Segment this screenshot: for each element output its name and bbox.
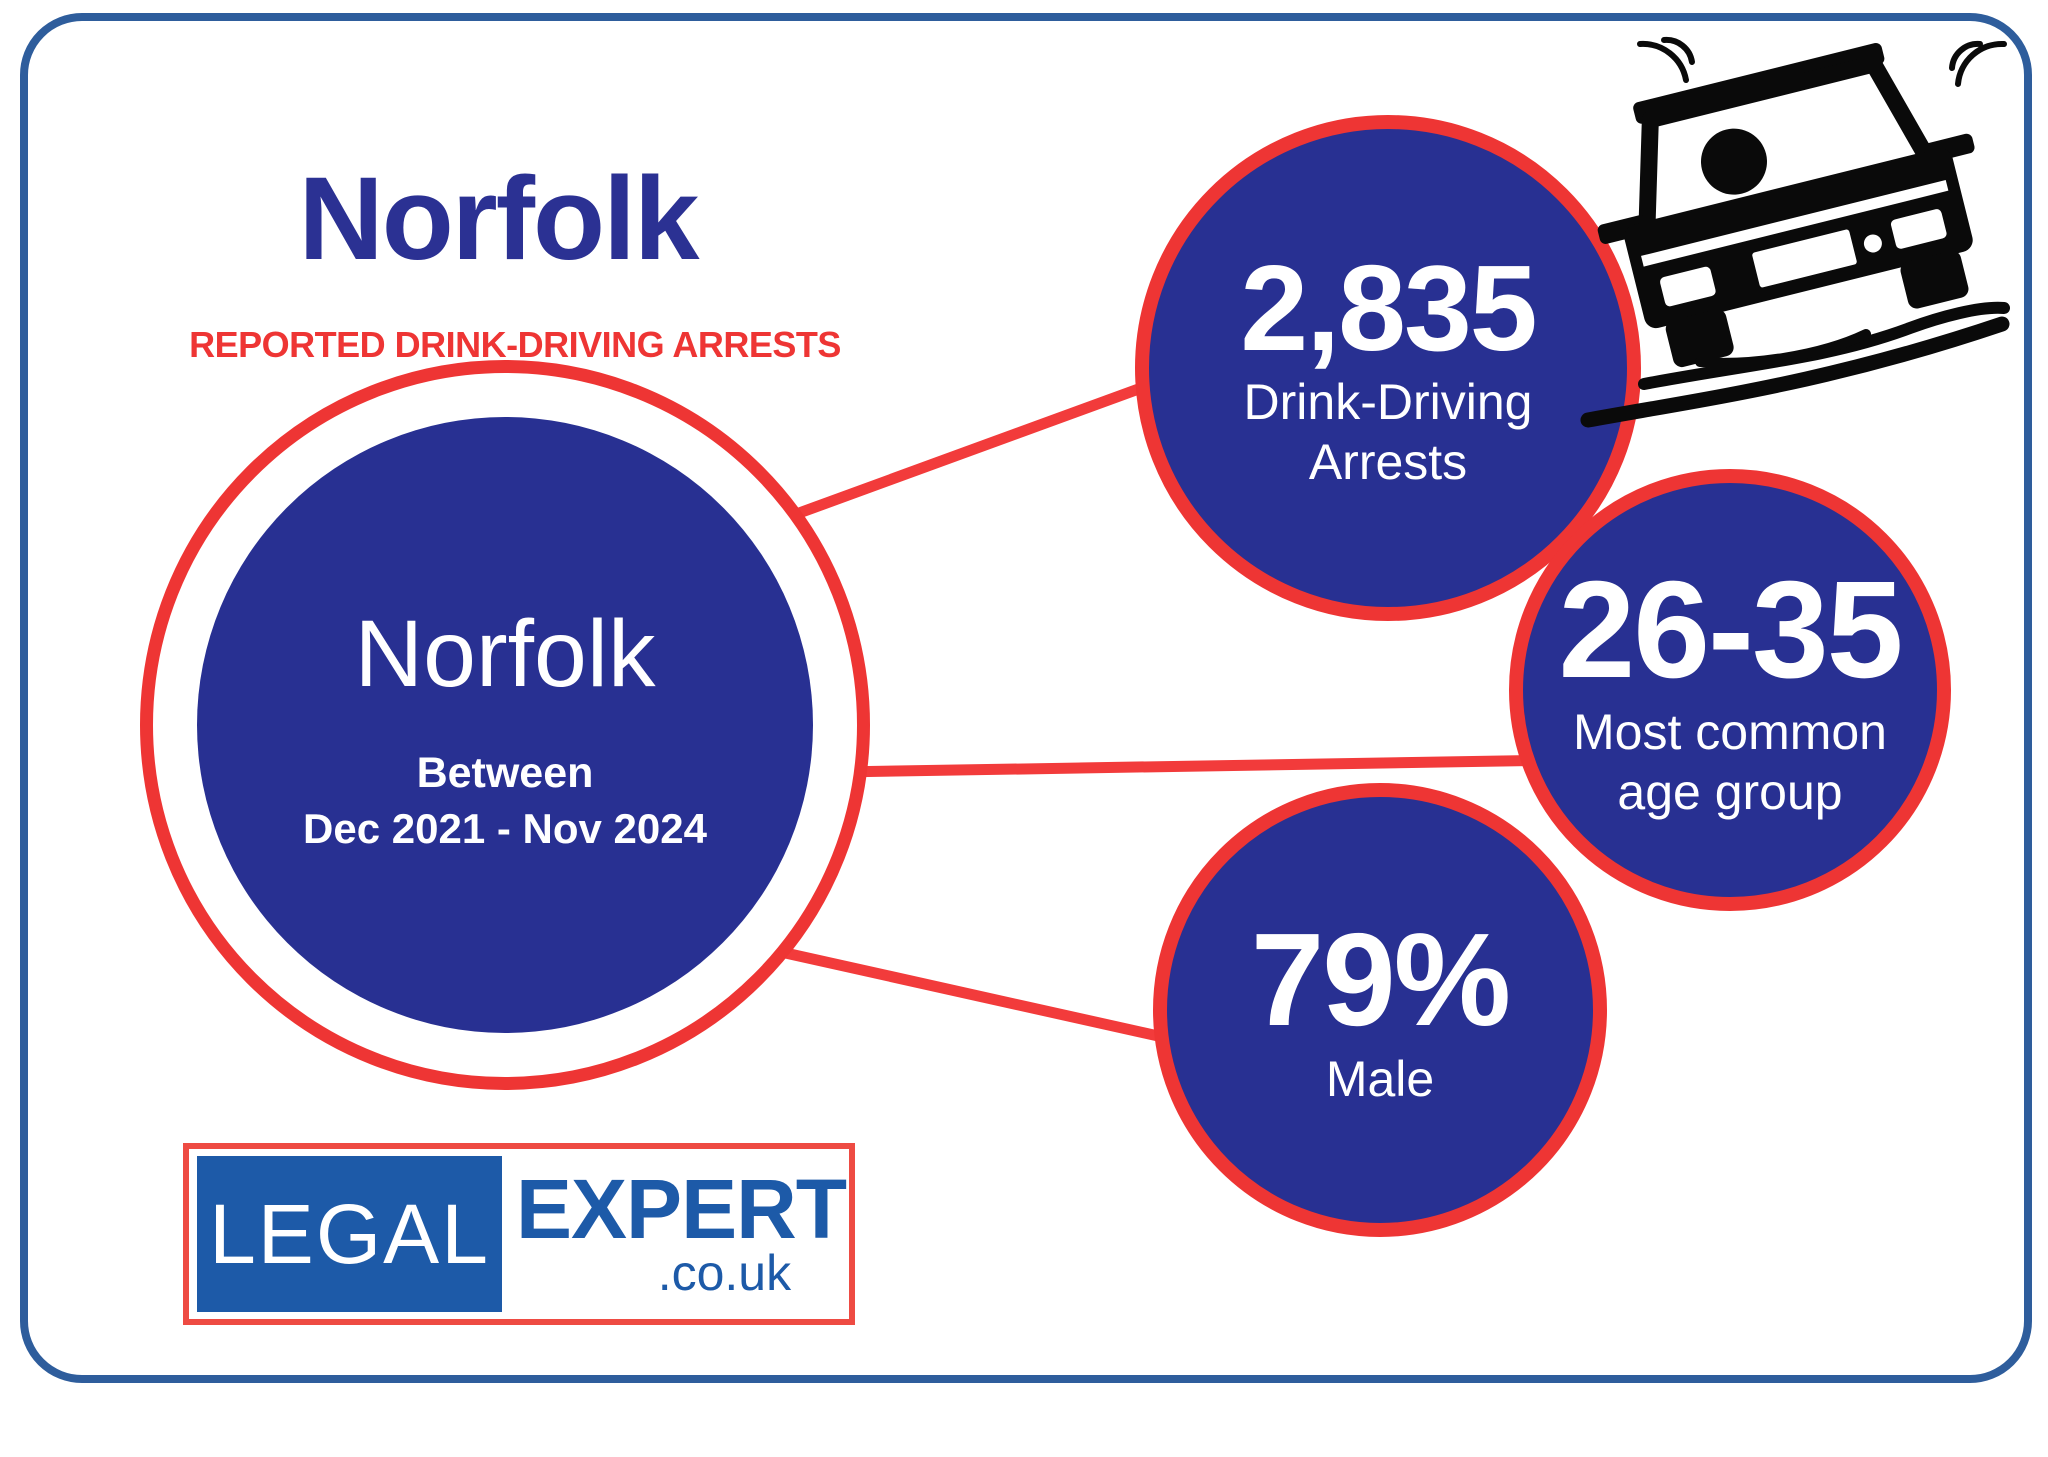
stat-age-label-line2: age group — [1617, 764, 1843, 821]
logo-word-expert: EXPERT — [516, 1162, 847, 1257]
stat-male-value: 79% — [1250, 905, 1511, 1053]
stat-male-label-line1: Male — [1325, 1051, 1435, 1108]
period-range: Dec 2021 - Nov 2024 — [303, 805, 707, 853]
main-region-circle-inner: Norfolk Between Dec 2021 - Nov 2024 — [197, 417, 813, 1033]
period-label: Between — [416, 749, 594, 798]
logo-word-legal: LEGAL — [209, 1187, 490, 1281]
page-subtitle: REPORTED DRINK-DRIVING ARRESTS — [189, 324, 841, 365]
stat-circle-male: 79% Male — [1153, 783, 1607, 1237]
stat-circle-age-group: 26-35 Most common age group — [1509, 469, 1951, 911]
card-outline — [20, 13, 2032, 1383]
page-title: Norfolk — [298, 153, 700, 285]
stat-arrests-label-line1: Drink-Driving — [1243, 374, 1533, 431]
stat-age-value: 26-35 — [1558, 552, 1904, 707]
logo-domain-suffix: .co.uk — [657, 1244, 792, 1301]
stat-arrests-value: 2,835 — [1240, 239, 1537, 376]
stat-age-label-line1: Most common — [1573, 704, 1887, 761]
legal-expert-logo: LEGAL EXPERT .co.uk — [183, 1143, 855, 1325]
region-label: Norfolk — [354, 601, 656, 708]
skidding-car-icon — [1580, 36, 2010, 428]
legal-expert-logo-text: EXPERT .co.uk — [516, 1162, 856, 1301]
stat-arrests-label-line2: Arrests — [1308, 434, 1468, 491]
main-region-circle: Norfolk Between Dec 2021 - Nov 2024 — [140, 360, 870, 1090]
legal-expert-logo-mark: LEGAL — [197, 1156, 502, 1312]
